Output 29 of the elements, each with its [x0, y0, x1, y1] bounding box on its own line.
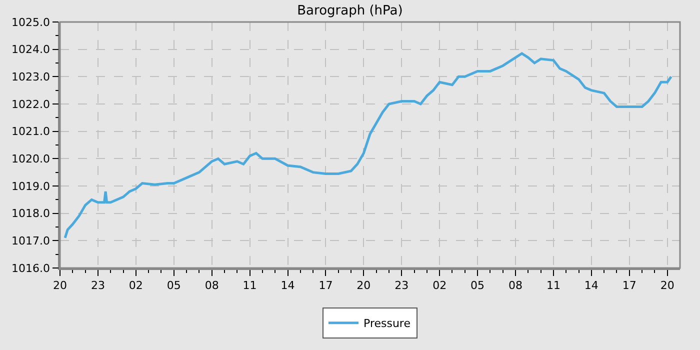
chart-title: Barograph (hPa) [297, 3, 403, 18]
y-tick-label: 1021.0 [12, 125, 50, 138]
x-tick-label: 02 [128, 278, 143, 292]
x-tick-label: 05 [470, 278, 485, 292]
legend-label: Pressure [364, 317, 411, 330]
y-tick-label: 1019.0 [12, 180, 50, 193]
y-tick-label: 1023.0 [12, 70, 50, 84]
x-tick-label: 20 [356, 278, 371, 292]
x-tick-label: 20 [660, 278, 674, 292]
y-tick-label: 1025.0 [12, 16, 50, 29]
x-tick-label: 14 [584, 278, 598, 292]
y-tick-label: 1017.0 [12, 234, 50, 248]
x-tick-label: 17 [622, 278, 636, 292]
x-tick-label: 11 [546, 278, 560, 292]
x-tick-label: 14 [280, 278, 295, 292]
x-tick-label: 17 [318, 278, 333, 292]
y-tick-label: 1016.0 [12, 262, 50, 275]
x-tick-label: 23 [90, 278, 105, 292]
x-tick-label: 23 [394, 278, 409, 292]
x-tick-label: 05 [166, 278, 181, 292]
x-tick-label: 20 [53, 278, 67, 292]
y-tick-label: 1024.0 [12, 43, 50, 56]
y-tick-label: 1020.0 [12, 152, 50, 166]
x-tick-label: 08 [204, 278, 219, 292]
y-tick-label: 1018.0 [12, 207, 50, 220]
y-tick-label: 1022.0 [12, 98, 50, 111]
x-tick-label: 08 [508, 278, 523, 292]
x-tick-label: 02 [432, 278, 447, 292]
x-tick-label: 11 [242, 278, 257, 292]
